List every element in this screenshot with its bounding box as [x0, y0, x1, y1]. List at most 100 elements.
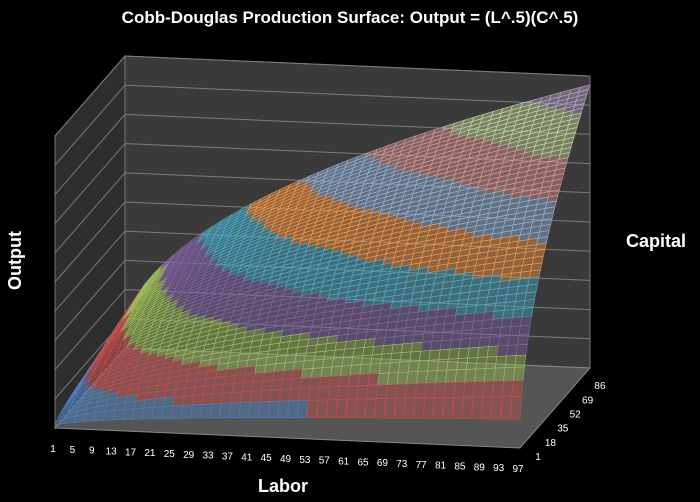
surface-cell	[430, 340, 442, 351]
surface-cell	[468, 337, 481, 349]
surface-cell	[328, 375, 341, 388]
surface-cell	[494, 355, 507, 369]
surface-cell	[418, 350, 431, 362]
surface-cell	[471, 396, 484, 420]
surface-cell	[278, 388, 291, 402]
surface-cell	[451, 396, 464, 419]
x-tick-label: 77	[416, 460, 428, 471]
surface-cell	[341, 356, 354, 367]
surface-cell	[214, 376, 226, 386]
surface-cell	[396, 371, 409, 385]
surface-cell	[258, 401, 270, 418]
surface-cell	[309, 376, 322, 389]
surface-cell	[524, 291, 537, 301]
surface-cell	[182, 394, 194, 406]
surface-cell	[412, 333, 424, 344]
surface-cell	[503, 366, 516, 382]
surface-cell	[421, 332, 434, 343]
gridline	[54, 143, 591, 224]
surface-cell	[493, 367, 506, 382]
surface-cell	[288, 388, 301, 402]
surface-cell	[211, 392, 223, 405]
surface-cell	[298, 387, 311, 401]
surface-cell	[483, 367, 496, 382]
x-tick-label: 73	[396, 459, 408, 470]
surface-cell	[511, 380, 524, 397]
surface-cell	[433, 382, 446, 398]
surface-cell	[523, 299, 535, 309]
surface-cell	[445, 369, 457, 383]
surface-cell	[398, 361, 410, 373]
surface-cell	[93, 411, 106, 422]
surface-cell	[470, 328, 483, 339]
surface-cell	[151, 406, 164, 420]
surface-cell	[173, 387, 186, 398]
surface-cell	[331, 357, 344, 368]
surface-cell	[161, 405, 174, 419]
surface-cell	[394, 327, 407, 337]
x-tick-label: 33	[202, 451, 214, 462]
surface-cell	[492, 380, 504, 398]
surface-cell	[410, 341, 423, 353]
surface-cell	[509, 325, 521, 336]
surface-cell	[441, 330, 454, 342]
surface-cell	[462, 381, 475, 398]
surface-cell	[409, 350, 422, 362]
surface-cell	[338, 374, 351, 387]
surface-cell	[291, 368, 304, 380]
surface-cell	[484, 303, 497, 313]
surface-cell	[354, 339, 366, 349]
depth-tick-label: 69	[582, 395, 594, 406]
surface-cell	[191, 394, 204, 406]
x-tick-label: 21	[144, 448, 156, 459]
surface-cell	[251, 380, 264, 392]
x-tick-label: 53	[299, 455, 311, 466]
depth-tick-label: 52	[570, 410, 582, 421]
surface-cell	[431, 331, 444, 342]
surface-cell	[518, 324, 531, 336]
surface-cell	[280, 378, 293, 390]
surface-cell	[357, 373, 370, 387]
surface-cell	[512, 366, 525, 381]
surface-cell	[417, 359, 430, 372]
surface-cell	[443, 381, 456, 398]
surface-cell	[403, 326, 416, 336]
surface-cell	[359, 363, 372, 375]
surface-cell	[454, 368, 467, 383]
surface-cell	[267, 400, 280, 418]
surface-cell	[520, 315, 533, 327]
surface-cell	[447, 348, 460, 360]
surface-cell	[381, 344, 394, 355]
surface-cell	[496, 345, 509, 357]
surface-cell	[254, 364, 267, 374]
surface-cell	[259, 389, 272, 403]
surface-cell	[374, 398, 387, 419]
surface-cell	[112, 409, 125, 421]
x-tick-label: 49	[280, 454, 292, 465]
surface-cell	[317, 386, 330, 401]
surface-cell	[399, 351, 412, 363]
surface-cell	[307, 387, 320, 401]
surface-cell	[360, 354, 373, 366]
x-tick-label: 89	[474, 462, 486, 473]
surface-cell	[269, 389, 282, 402]
surface-cell	[306, 399, 319, 418]
surface-cell	[287, 400, 299, 418]
surface-cell	[428, 349, 441, 361]
surface-cell	[467, 346, 480, 359]
x-tick-label: 1	[50, 444, 56, 455]
surface-cell	[427, 359, 439, 372]
surface-cell	[488, 335, 501, 347]
surface-cell	[327, 386, 340, 401]
surface-cell	[363, 338, 376, 348]
surface-cell	[425, 370, 438, 384]
x-tick-label: 65	[357, 457, 369, 468]
x-axis-label: Labor	[258, 476, 309, 496]
surface-cell	[464, 368, 477, 383]
surface-cell	[503, 301, 516, 311]
surface-cell	[123, 400, 136, 411]
gridline	[54, 259, 591, 341]
surface-cell	[375, 384, 388, 400]
surface-cell	[141, 406, 154, 420]
x-tick-label: 97	[512, 464, 524, 475]
